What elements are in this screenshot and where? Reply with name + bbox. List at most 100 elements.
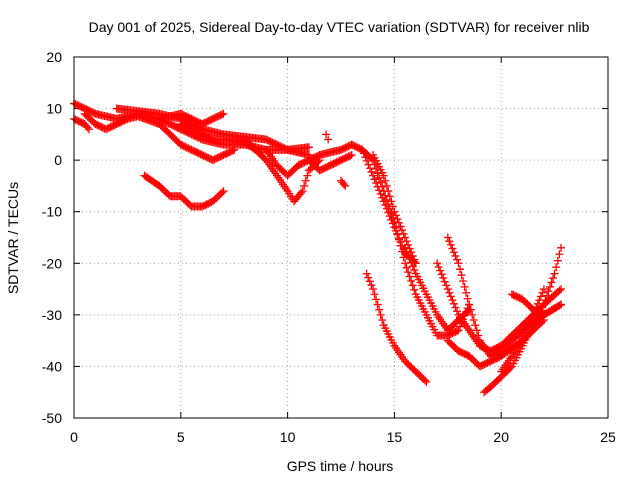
data-point (367, 281, 376, 290)
data-point (370, 290, 379, 299)
data-point (217, 110, 226, 119)
data-point (376, 310, 385, 319)
data-point (457, 271, 466, 280)
y-tick-label: -10 (42, 204, 62, 220)
data-point (463, 294, 472, 303)
y-tick-label: -50 (42, 410, 62, 426)
data-point (535, 296, 544, 305)
data-point (552, 263, 561, 272)
data-point (555, 286, 564, 295)
data-point (301, 176, 310, 185)
data-point (452, 327, 461, 336)
axis-ticks: 0 5 10 15 20 25 -50 -40 -30 -20 -10 0 10 20 (42, 49, 616, 445)
data-point (404, 251, 413, 260)
data-point (445, 288, 454, 297)
data-point (399, 229, 408, 238)
data-point (393, 215, 402, 224)
data-point (544, 287, 553, 296)
data-point (347, 150, 356, 159)
data-point (449, 299, 458, 308)
data-point (437, 270, 446, 279)
data-point (448, 296, 457, 305)
data-point (410, 285, 419, 294)
data-point (303, 171, 312, 180)
y-tick-label: 0 (54, 152, 62, 168)
data-point (396, 222, 405, 231)
data-point (378, 316, 387, 325)
data-point (304, 143, 313, 152)
data-point (539, 300, 548, 309)
data-point (387, 197, 396, 206)
data-point (379, 171, 388, 180)
data-point (385, 192, 394, 201)
series-arc-10 (304, 150, 356, 175)
data-point (538, 288, 547, 297)
series-arc-16 (362, 269, 431, 386)
data-points (70, 99, 566, 397)
data-point (557, 285, 566, 294)
x-tick-label: 25 (600, 429, 616, 445)
data-point (384, 187, 393, 196)
data-point (367, 167, 376, 176)
x-axis-label: GPS time / hours (287, 458, 394, 474)
data-point (402, 263, 411, 272)
x-tick-label: 20 (493, 429, 509, 445)
y-tick-label: -40 (42, 358, 62, 374)
data-point (401, 233, 410, 242)
series-arc-9 (262, 140, 356, 180)
x-tick-label: 0 (70, 429, 78, 445)
data-point (451, 251, 460, 260)
plot-frame (73, 56, 609, 419)
data-point (443, 285, 452, 294)
series-arc-8 (240, 135, 324, 206)
y-tick-label: -30 (42, 307, 62, 323)
data-point (454, 259, 463, 268)
data-point (420, 376, 429, 385)
data-point (370, 175, 379, 184)
data-point (362, 269, 371, 278)
data-point (300, 181, 309, 190)
data-point (452, 255, 461, 264)
data-point (408, 262, 417, 271)
data-point (376, 178, 385, 187)
data-point (391, 211, 400, 220)
data-point (382, 181, 391, 190)
data-point (365, 277, 374, 286)
data-point (375, 173, 384, 182)
data-point (346, 151, 355, 160)
data-point (394, 218, 403, 227)
data-point (372, 178, 381, 187)
data-point (451, 303, 460, 312)
data-point (536, 292, 545, 301)
data-point (446, 292, 455, 301)
data-point (539, 285, 548, 294)
data-point (422, 377, 431, 386)
data-point (83, 123, 92, 132)
data-point (433, 259, 442, 268)
data-point (407, 276, 416, 285)
data-point (469, 316, 478, 325)
data-point (402, 247, 411, 256)
data-point (555, 250, 564, 259)
y-tick-label: 20 (46, 49, 62, 65)
series-arc-7 (140, 171, 228, 211)
data-point (381, 176, 390, 185)
data-point (442, 281, 451, 290)
data-point (390, 207, 399, 216)
series-arc-11 (322, 130, 333, 144)
series-arc-6 (176, 120, 260, 154)
data-point (391, 223, 400, 232)
series-arc-21 (480, 243, 566, 397)
data-point (394, 235, 403, 244)
data-point (538, 317, 547, 326)
data-point (434, 262, 443, 271)
series-arc-15 (369, 150, 420, 268)
data-point (459, 276, 468, 285)
data-point (339, 180, 348, 189)
x-tick-label: 10 (280, 429, 296, 445)
data-point (448, 244, 457, 253)
data-point (402, 237, 411, 246)
data-point (462, 288, 471, 297)
data-point (219, 109, 228, 118)
data-point (436, 266, 445, 275)
